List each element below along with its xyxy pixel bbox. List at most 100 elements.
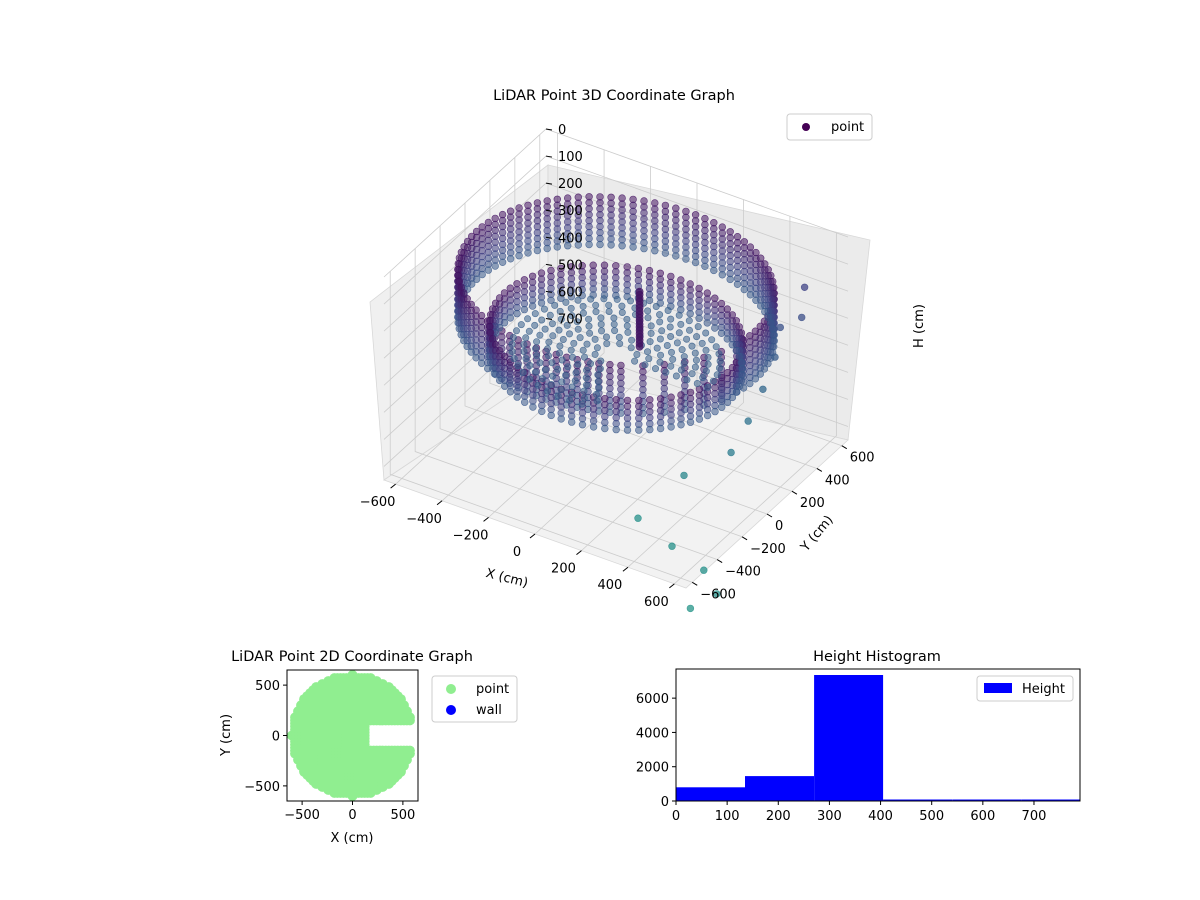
- point-3d: [737, 359, 746, 367]
- y-tick-label-2d: −500: [244, 780, 280, 795]
- point-3d: [703, 411, 712, 420]
- scatter-3d-chart: LiDAR Point 3D Coordinate Graph −600 −400…: [360, 88, 927, 613]
- point-3d: [647, 322, 655, 330]
- point-3d: [686, 604, 695, 613]
- point-3d: [554, 365, 562, 373]
- point-3d: [651, 247, 659, 255]
- point-3d: [593, 397, 601, 405]
- y-tick-label-2d: 0: [272, 730, 280, 745]
- x-tick-3d: [483, 516, 489, 522]
- point-3d: [533, 352, 541, 360]
- point-3d: [605, 307, 613, 315]
- point-3d: [533, 338, 541, 346]
- point-3d: [556, 342, 564, 350]
- point-3d: [551, 301, 559, 309]
- point-3d: [699, 374, 707, 382]
- point-3d: [643, 348, 651, 356]
- x-tick-3d: [436, 500, 443, 506]
- point-3d: [582, 381, 590, 389]
- point-3d: [611, 327, 619, 335]
- point-3d: [593, 344, 601, 352]
- point-3d: [508, 347, 516, 355]
- point-3d: [594, 378, 602, 386]
- x-tick-3d: [529, 533, 536, 539]
- point-3d: [652, 302, 660, 310]
- point-3d: [644, 307, 652, 315]
- point-3d: [533, 246, 542, 255]
- point-3d: [597, 357, 605, 365]
- point-3d: [686, 418, 695, 426]
- x-tick-3d: [576, 550, 582, 556]
- point-3d: [549, 332, 557, 340]
- point-3d: [641, 361, 649, 369]
- point-3d: [579, 346, 587, 354]
- y-tick-label-3d: −200: [750, 542, 786, 557]
- point-3d: [711, 407, 719, 416]
- point-3d: [529, 403, 537, 411]
- point-3d: [586, 329, 594, 337]
- x-tick-label-3d: 600: [644, 595, 669, 610]
- histogram-bar: [745, 776, 814, 801]
- point-3d: [567, 346, 575, 354]
- point-3d: [615, 333, 623, 341]
- point-3d: [645, 296, 654, 305]
- point-3d: [735, 352, 743, 361]
- point-3d: [564, 363, 572, 371]
- x-tick-label-2d: 500: [390, 808, 415, 823]
- point-3d: [646, 338, 654, 346]
- point-3d: [695, 314, 703, 322]
- z-tick-3d: [545, 290, 553, 293]
- point-3d: [776, 323, 784, 332]
- point-3d: [538, 375, 546, 383]
- point-3d: [557, 386, 565, 394]
- point-3d: [744, 417, 752, 425]
- z-tick-label-3d: 500: [558, 258, 583, 273]
- point-3d: [517, 321, 525, 329]
- point-3d: [520, 347, 528, 355]
- y-tick-3d: [691, 581, 698, 586]
- point-3d: [771, 353, 779, 361]
- point-3d: [672, 252, 680, 260]
- point-3d: [568, 383, 576, 391]
- point-3d: [547, 411, 555, 420]
- point-3d: [578, 400, 586, 408]
- hist-x-tick-label: 0: [672, 809, 680, 824]
- point-3d: [635, 426, 643, 434]
- point-3d: [740, 285, 748, 294]
- point-3d: [538, 407, 546, 416]
- legend-3d-frame: [786, 113, 873, 141]
- point-3d: [557, 415, 565, 423]
- hist-y-tick-label: 2000: [636, 761, 669, 776]
- point-3d: [568, 390, 576, 398]
- point-3d: [548, 359, 556, 367]
- point-3d: [585, 315, 593, 323]
- legend-3d: point: [786, 113, 873, 141]
- grid-line-y: [414, 248, 718, 560]
- scatter-2d-chart: LiDAR Point 2D Coordinate Graph −500 0 500…: [219, 649, 518, 846]
- point-3d: [759, 385, 767, 393]
- point-3d: [634, 514, 642, 522]
- point-3d: [717, 329, 726, 337]
- z-tick-3d: [545, 236, 553, 239]
- point-3d: [627, 344, 635, 352]
- point-3d: [563, 321, 571, 329]
- z-tick-3d: [545, 155, 553, 158]
- point-3d: [557, 315, 565, 323]
- y-tick-label-3d: 200: [800, 496, 825, 511]
- point-3d: [509, 333, 517, 341]
- point-3d: [640, 244, 648, 253]
- chart-3d-title: LiDAR Point 3D Coordinate Graph: [493, 88, 735, 104]
- point-3d: [553, 243, 561, 251]
- point-3d: [698, 339, 706, 347]
- point-3d: [635, 342, 644, 351]
- point-3d: [513, 309, 521, 318]
- legend-2d-marker-wall: [446, 705, 456, 715]
- point-3d: [691, 258, 700, 267]
- point-3d: [531, 368, 539, 376]
- z-tick-label-3d: 600: [558, 285, 583, 300]
- point-3d: [566, 396, 574, 404]
- legend-2d-marker-point: [446, 684, 456, 694]
- point-3d: [677, 366, 685, 374]
- point-3d: [513, 393, 521, 401]
- point-3d: [708, 336, 716, 344]
